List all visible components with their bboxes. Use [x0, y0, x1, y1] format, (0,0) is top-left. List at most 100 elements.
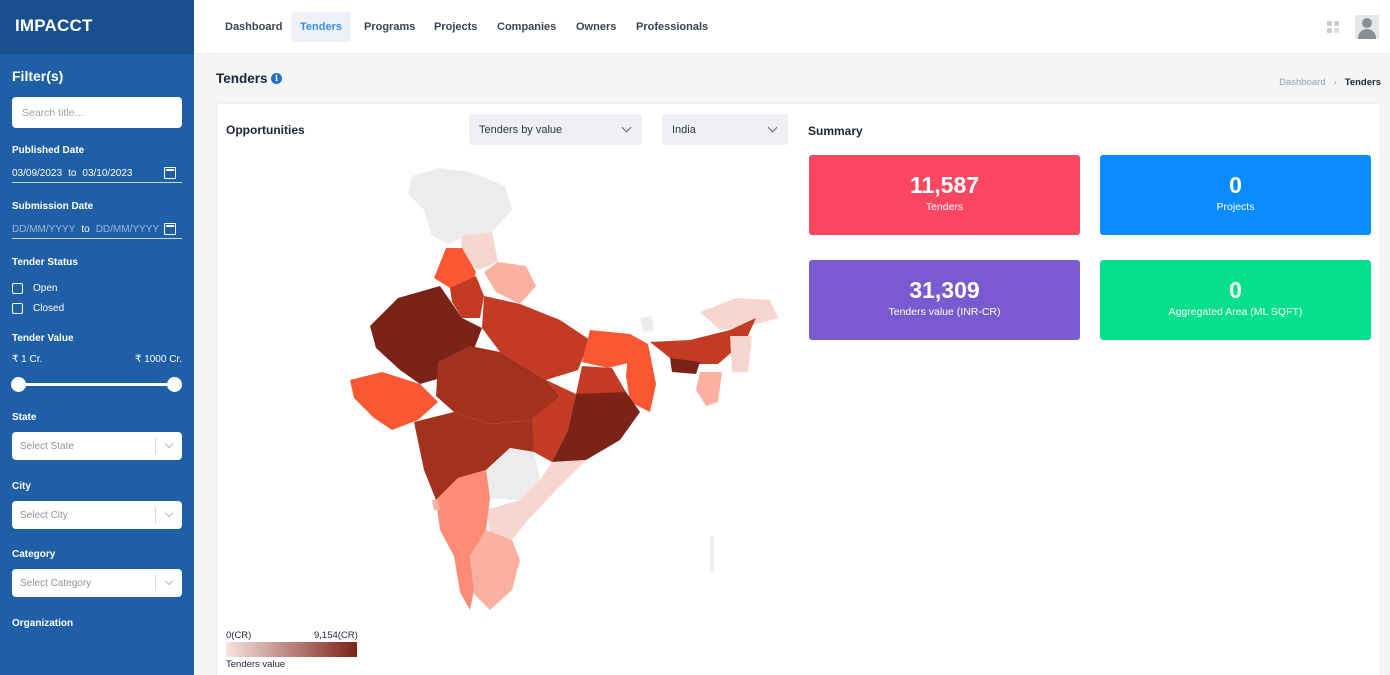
state-label: State [12, 412, 37, 423]
map-region-odisha [552, 392, 640, 462]
submission-date-label: Submission Date [12, 201, 94, 212]
select-divider [155, 575, 156, 591]
chevron-down-icon[interactable] [767, 122, 778, 133]
map-region-telangana [486, 448, 540, 500]
map-region-karnataka [436, 470, 490, 556]
breadcrumb: Dashboard › Tenders [1279, 77, 1381, 88]
map-region-andaman-nicobar [710, 536, 714, 572]
tile-tenders-value-label: Tenders value (INR-CR) [888, 306, 1001, 318]
tile-aggregated-area-label: Aggregated Area (ML SQFT) [1168, 306, 1303, 318]
search-title-input[interactable] [12, 97, 182, 128]
tile-projects-label: Projects [1216, 201, 1255, 213]
organization-label: Organization [12, 618, 74, 629]
region-dropdown[interactable]: India [662, 114, 788, 145]
published-date-label: Published Date [12, 145, 85, 156]
nav-dashboard[interactable]: Dashboard [225, 21, 283, 33]
state-select-placeholder: Select State [20, 440, 74, 452]
map-region-andhra-pradesh [486, 460, 586, 540]
tile-aggregated-area-value: 0 [1229, 277, 1242, 303]
category-select[interactable]: Select Category [12, 569, 182, 597]
breadcrumb-dashboard[interactable]: Dashboard [1279, 77, 1326, 88]
tender-status-label: Tender Status [12, 257, 78, 268]
region-dropdown-value: India [672, 123, 696, 136]
map-region-sikkim [640, 316, 654, 332]
select-divider [155, 438, 156, 454]
checkbox-icon[interactable] [12, 283, 23, 294]
map-region-kerala [454, 556, 474, 610]
metric-dropdown-value: Tenders by value [479, 123, 563, 136]
map-region-arunachal [700, 298, 778, 330]
map-region-mizoram-tripura [696, 372, 722, 406]
map-region-west-bengal [626, 334, 656, 412]
chevron-right-icon: › [1333, 77, 1337, 88]
map-region-madhya-pradesh [436, 346, 560, 424]
info-icon[interactable]: i [271, 73, 282, 84]
status-open-checkbox[interactable]: Open [12, 283, 57, 294]
map-region-jammu-kashmir [408, 168, 512, 244]
tile-tenders-value: 11,587 [909, 172, 980, 198]
chevron-down-icon[interactable] [164, 439, 174, 449]
summary-title: Summary [808, 124, 863, 138]
calendar-icon[interactable] [164, 167, 176, 179]
chevron-down-icon[interactable] [164, 576, 174, 586]
tile-aggregated-area[interactable]: 0 Aggregated Area (ML SQFT) [1100, 260, 1371, 340]
published-date-to-label: to [68, 168, 77, 179]
tender-value-max: ₹ 1000 Cr. [135, 354, 182, 365]
apps-grid-icon[interactable] [1327, 21, 1339, 33]
map-region-goa [432, 500, 440, 510]
category-label: Category [12, 549, 56, 560]
map-region-haryana [450, 276, 484, 318]
legend-max-label: 9,154(CR) [314, 630, 358, 641]
tender-value-min: ₹ 1 Cr. [12, 354, 43, 365]
city-select[interactable]: Select City [12, 501, 182, 529]
chevron-down-icon[interactable] [164, 508, 174, 518]
submission-date-to[interactable]: DD/MM/YYYY [95, 224, 160, 235]
tender-value-max-handle[interactable] [167, 377, 182, 392]
nav-owners[interactable]: Owners [576, 21, 617, 33]
nav-companies[interactable]: Companies [497, 21, 557, 33]
tile-tenders[interactable]: 11,587 Tenders [809, 155, 1080, 235]
map-region-nagaland-manipur [730, 336, 752, 372]
page-title: Tenders [216, 71, 268, 86]
submission-date-range[interactable]: DD/MM/YYYY to DD/MM/YYYY [12, 221, 182, 239]
legend-color-scale [226, 642, 357, 657]
tile-tenders-value[interactable]: 31,309 Tenders value (INR-CR) [809, 260, 1080, 340]
map-region-punjab [434, 248, 476, 290]
user-avatar[interactable] [1355, 15, 1379, 39]
breadcrumb-current: Tenders [1344, 77, 1381, 88]
tile-tenders-value-amount: 31,309 [909, 277, 980, 303]
nav-tenders[interactable]: Tenders [291, 12, 351, 42]
nav-projects[interactable]: Projects [434, 21, 478, 33]
app-logo[interactable]: IMPACCT [0, 0, 194, 54]
filters-heading: Filter(s) [12, 68, 64, 84]
status-closed-label: Closed [33, 303, 65, 314]
calendar-icon[interactable] [164, 223, 176, 235]
published-date-from[interactable]: 03/09/2023 [12, 168, 63, 179]
checkbox-icon[interactable] [12, 303, 23, 314]
nav-programs[interactable]: Programs [364, 21, 416, 33]
published-date-range[interactable]: 03/09/2023 to 03/10/2023 [12, 165, 182, 183]
map-region-uttarakhand [484, 262, 536, 304]
state-select[interactable]: Select State [12, 432, 182, 460]
map-region-bihar [582, 330, 640, 368]
chevron-down-icon[interactable] [621, 122, 632, 133]
legend-min-label: 0(CR) [226, 630, 252, 641]
metric-dropdown[interactable]: Tenders by value [469, 114, 642, 145]
submission-date-from[interactable]: DD/MM/YYYY [12, 224, 76, 235]
tender-value-min-handle[interactable] [11, 377, 26, 392]
top-nav: Dashboard Tenders Programs Projects Comp… [194, 0, 1390, 54]
submission-date-to-label: to [81, 224, 90, 235]
tender-value-slider-track[interactable] [18, 383, 174, 386]
nav-professionals[interactable]: Professionals [636, 21, 709, 33]
published-date-to[interactable]: 03/10/2023 [82, 168, 133, 179]
tile-projects-value: 0 [1229, 172, 1242, 198]
map-region-himachal [460, 232, 498, 270]
tile-tenders-label: Tenders [925, 201, 964, 213]
map-region-maharashtra [414, 412, 534, 500]
map-region-tamil-nadu [470, 530, 520, 610]
status-closed-checkbox[interactable]: Closed [12, 303, 64, 314]
india-choropleth-map[interactable] [330, 162, 790, 632]
tile-projects[interactable]: 0 Projects [1100, 155, 1371, 235]
legend-title: Tenders value [226, 659, 286, 670]
tender-value-label: Tender Value [12, 333, 74, 344]
